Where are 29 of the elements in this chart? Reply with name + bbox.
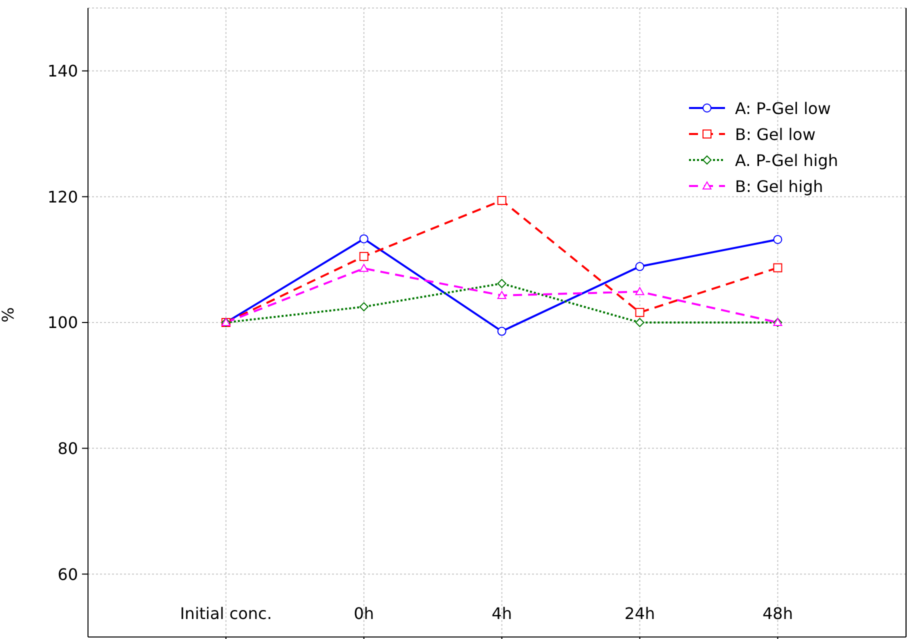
y-tick-label: 120 — [47, 187, 78, 206]
point — [359, 264, 368, 272]
point — [359, 302, 368, 312]
point — [773, 263, 782, 272]
point — [635, 287, 644, 296]
legend-label: B: Gel low — [735, 124, 816, 144]
x-tick-label: 24h — [624, 604, 656, 623]
point — [773, 234, 782, 244]
point — [497, 279, 506, 288]
point — [359, 234, 368, 244]
x-tick-label: 0h — [354, 604, 374, 623]
y-axis-title: % — [0, 307, 18, 322]
y-tick-label: 140 — [47, 62, 78, 81]
y-tick-label: 100 — [47, 313, 78, 332]
legend-label: A: P-Gel low — [735, 98, 831, 118]
legend-label: A. P-Gel high — [735, 150, 838, 170]
point — [497, 290, 506, 299]
x-tick-label: Initial conc. — [180, 604, 272, 623]
legend-label: B: Gel high — [735, 176, 824, 196]
point — [635, 308, 644, 317]
point — [359, 252, 368, 261]
y-tick-label: 60 — [58, 564, 78, 584]
x-tick-label: 48h — [762, 604, 793, 623]
point — [635, 318, 644, 327]
point — [497, 196, 506, 205]
x-tick-label: 4h — [492, 604, 512, 623]
point — [497, 326, 506, 336]
y-tick-label: 80 — [58, 438, 78, 458]
point — [635, 262, 644, 272]
